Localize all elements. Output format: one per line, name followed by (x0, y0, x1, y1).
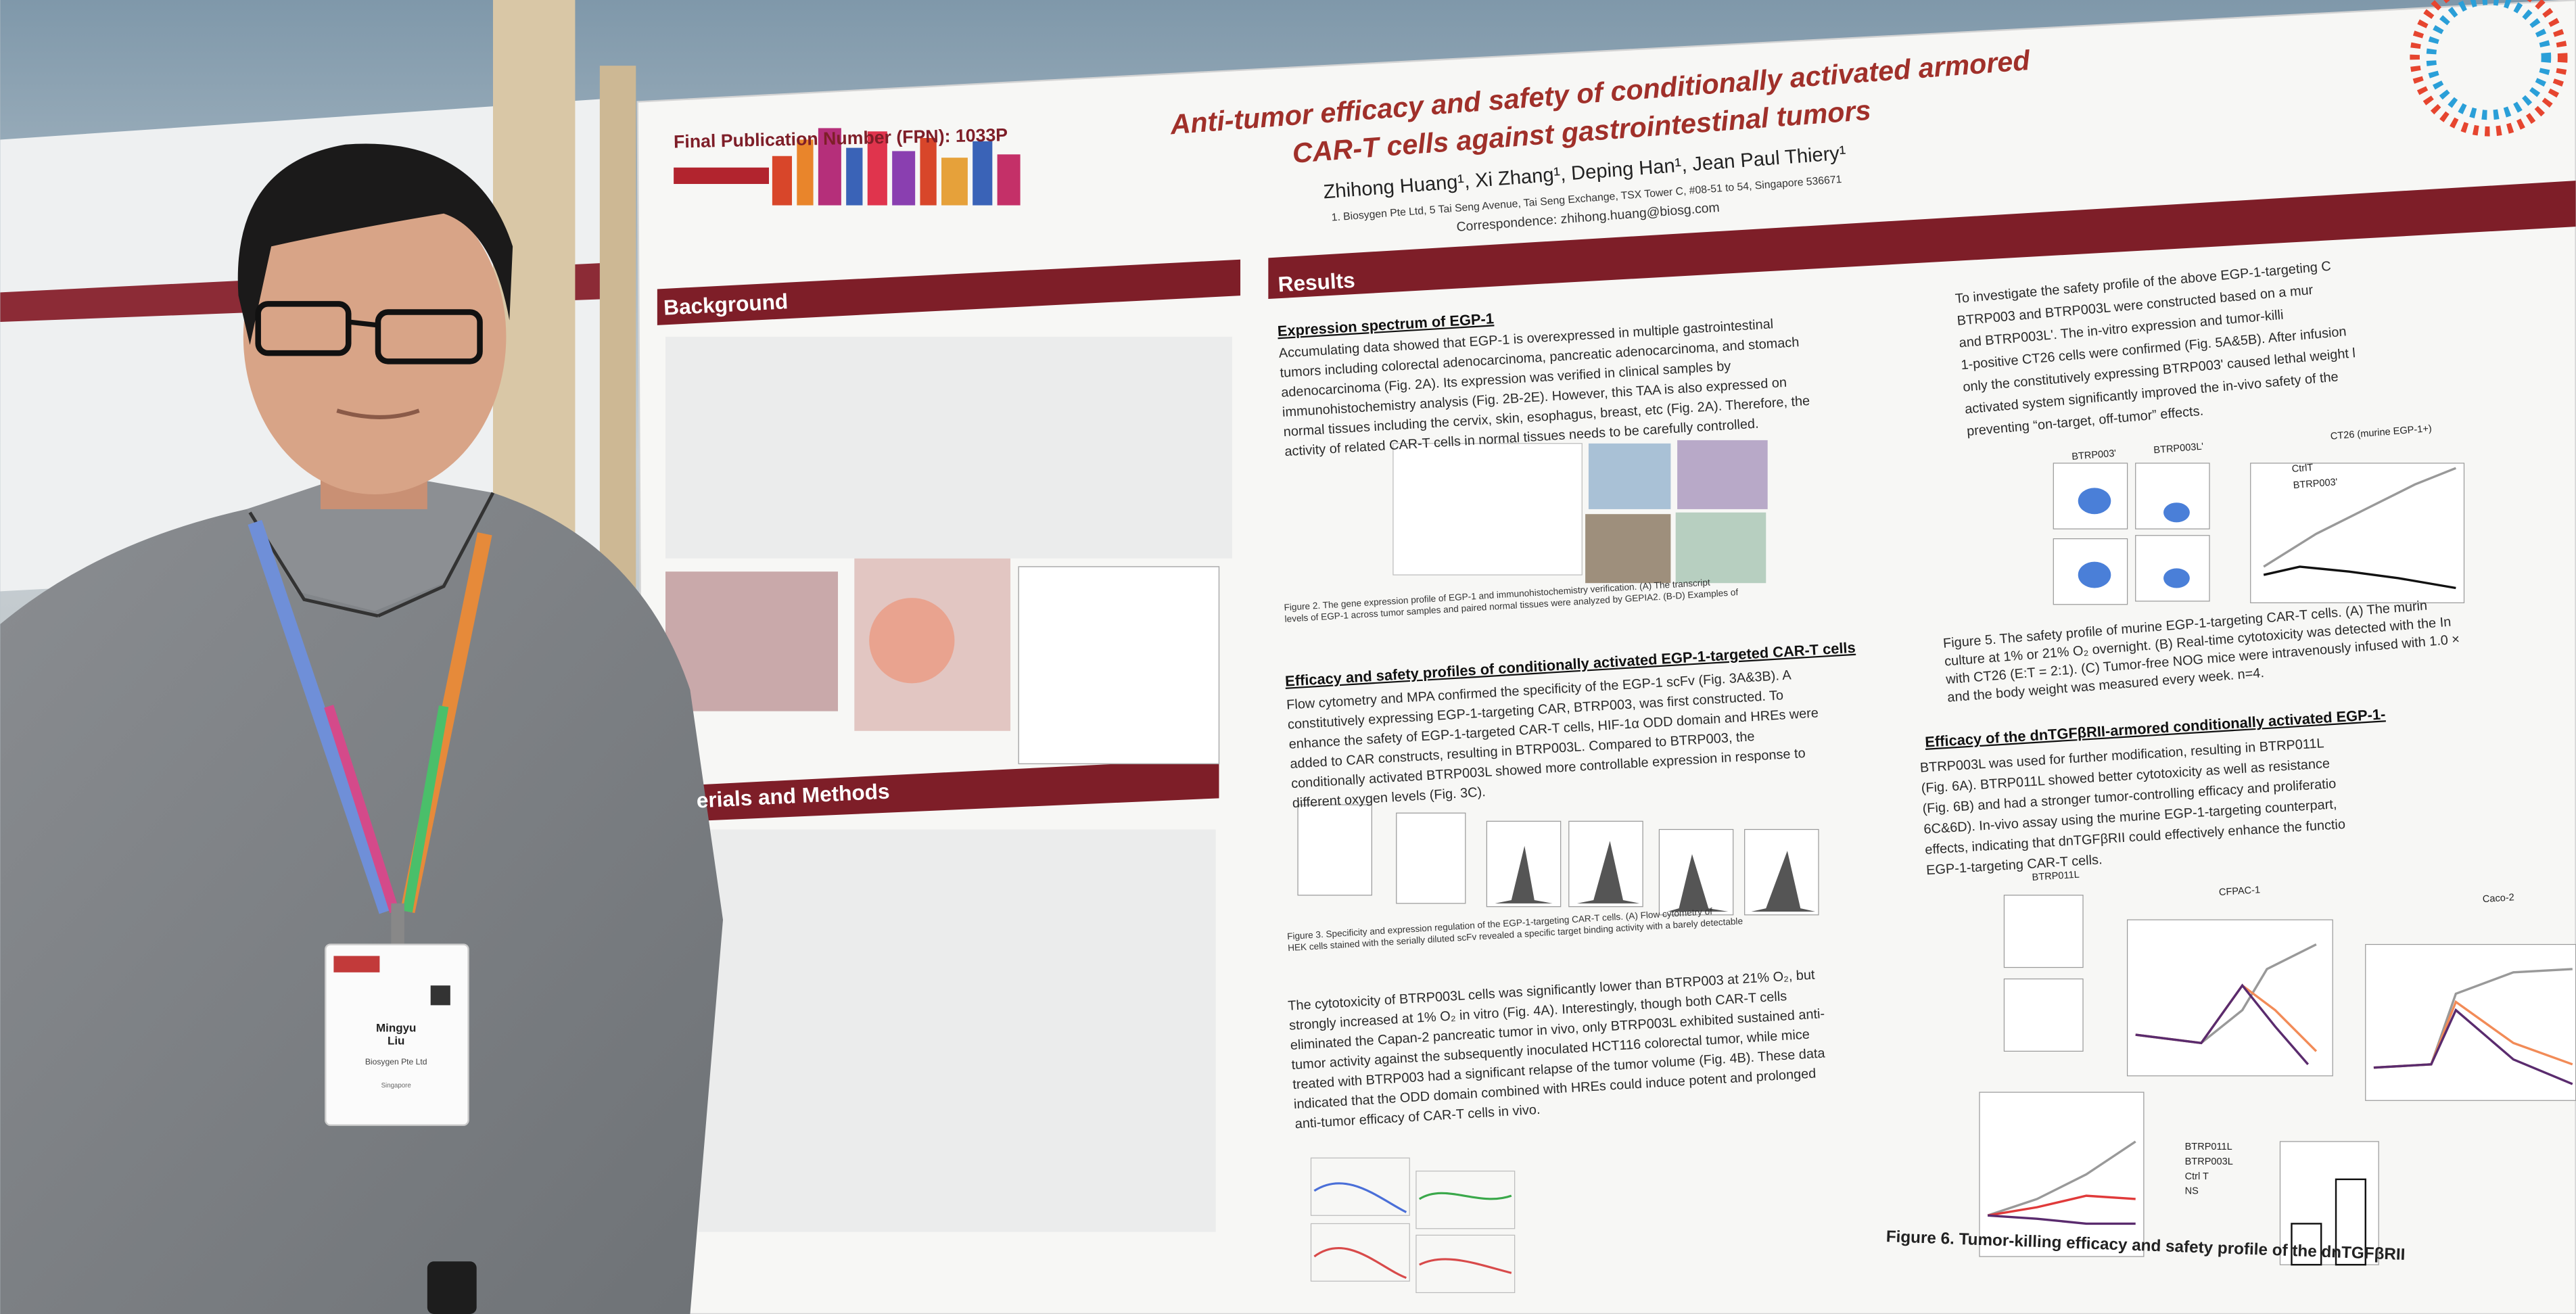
legend-entry: BTRP011L (2185, 1142, 2232, 1152)
badge-name: Mingyu (376, 1021, 417, 1034)
blurred-text-block (698, 829, 1216, 1232)
legend-entry: NS (2185, 1186, 2199, 1197)
figure-panel (1675, 512, 1766, 584)
figure-legend-box (1018, 566, 1220, 765)
figure-label: CFPAC-1 (2218, 885, 2260, 898)
figure-label: BTRP003L' (2153, 442, 2204, 456)
histogram-peaks (1495, 841, 1816, 912)
figure-label: BTRP003' (2293, 477, 2338, 491)
figure-panel (1677, 440, 1768, 509)
figure-6-panels (1979, 895, 2576, 1265)
badge-name: Liu (388, 1035, 405, 1048)
section-bar (657, 259, 1241, 325)
figure-panel (1392, 443, 1583, 576)
legend-entry: Ctrl T (2185, 1171, 2209, 1182)
figure-panel (1588, 443, 1671, 509)
legend-entry: BTRP003L (2185, 1156, 2233, 1167)
section-heading: Results (1278, 268, 1356, 297)
badge-country: Singapore (381, 1082, 411, 1089)
flow-dots (2078, 488, 2190, 588)
figure-4-panels (1310, 1157, 1516, 1294)
figure-6-curves (1987, 943, 2573, 1225)
curve (2263, 467, 2456, 568)
badge-company: Biosygen Pte Ltd (365, 1057, 427, 1066)
section-bar (1268, 181, 2576, 300)
figure-label: BTRP003' (2071, 448, 2117, 463)
curve (2263, 565, 2456, 590)
figure-label: Caco-2 (2482, 892, 2514, 905)
figure-5-panels (2053, 463, 2465, 605)
conference-logo (674, 128, 1021, 206)
blurred-text-block (665, 336, 1232, 559)
figure-3-panels (1297, 804, 1819, 916)
figure-label: CtrlT (2291, 463, 2314, 475)
figure-panel (869, 598, 955, 684)
figure-panel (665, 571, 839, 711)
bar (2335, 1178, 2366, 1266)
logo-ring (2410, 0, 2568, 137)
figure-label: BTRP011L (2032, 870, 2080, 883)
bar (2291, 1223, 2322, 1266)
figure-panel (1585, 514, 1671, 584)
section-bar (690, 759, 1219, 822)
person (0, 143, 724, 1314)
